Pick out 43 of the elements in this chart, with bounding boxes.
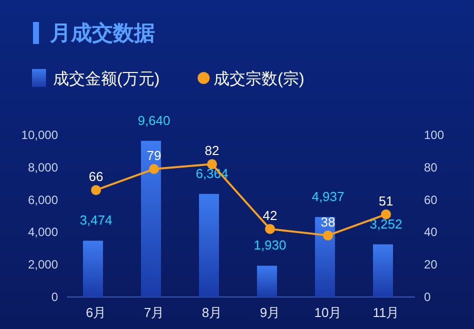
data-label: 3,474	[80, 212, 112, 228]
bar	[257, 266, 277, 297]
bar	[199, 194, 219, 297]
y2-tick-label: 80	[424, 160, 438, 174]
bar	[315, 217, 335, 297]
x-tick-label: 6月	[86, 305, 106, 320]
y-tick-label: 4,000	[28, 225, 58, 240]
x-tick-label: 8月	[202, 305, 222, 320]
y-tick-label: 0	[51, 290, 58, 304]
y2-tick-label: 40	[424, 225, 438, 240]
data-label: 79	[146, 148, 162, 164]
y2-tick-label: 100	[424, 128, 444, 142]
y-tick-label: 10,000	[21, 128, 58, 142]
bar	[141, 140, 161, 297]
data-label: 42	[262, 208, 278, 223]
bar	[83, 240, 103, 297]
data-label: 4,937	[312, 189, 344, 204]
data-label: 3,252	[370, 216, 402, 232]
chart-title: 月成交数据	[49, 21, 155, 45]
data-label: 51	[378, 193, 394, 208]
y-tick-label: 2,000	[28, 258, 58, 272]
x-tick-label: 7月	[144, 305, 164, 320]
legend-label: 成交金额(万元)	[53, 70, 160, 88]
y2-tick-label: 60	[424, 192, 438, 207]
x-tick-label: 10月	[314, 305, 342, 320]
data-label: 82	[204, 143, 220, 158]
y2-tick-label: 0	[424, 290, 431, 304]
data-label: 9,640	[138, 112, 170, 128]
point	[265, 224, 275, 234]
x-tick-label: 9月	[260, 305, 280, 320]
bar	[373, 244, 393, 297]
x-tick-label: 11月	[372, 305, 400, 320]
data-label: 1,930	[254, 238, 286, 253]
data-label: 38	[320, 214, 336, 230]
point	[149, 164, 159, 174]
data-label: 66	[88, 169, 104, 184]
y-tick-label: 6,000	[28, 192, 58, 207]
point	[323, 230, 333, 240]
legend-label: 成交宗数(宗)	[214, 70, 304, 88]
point	[381, 209, 391, 220]
y2-tick-label: 20	[424, 258, 438, 272]
y-tick-label: 8,000	[28, 160, 58, 174]
point	[91, 185, 101, 196]
